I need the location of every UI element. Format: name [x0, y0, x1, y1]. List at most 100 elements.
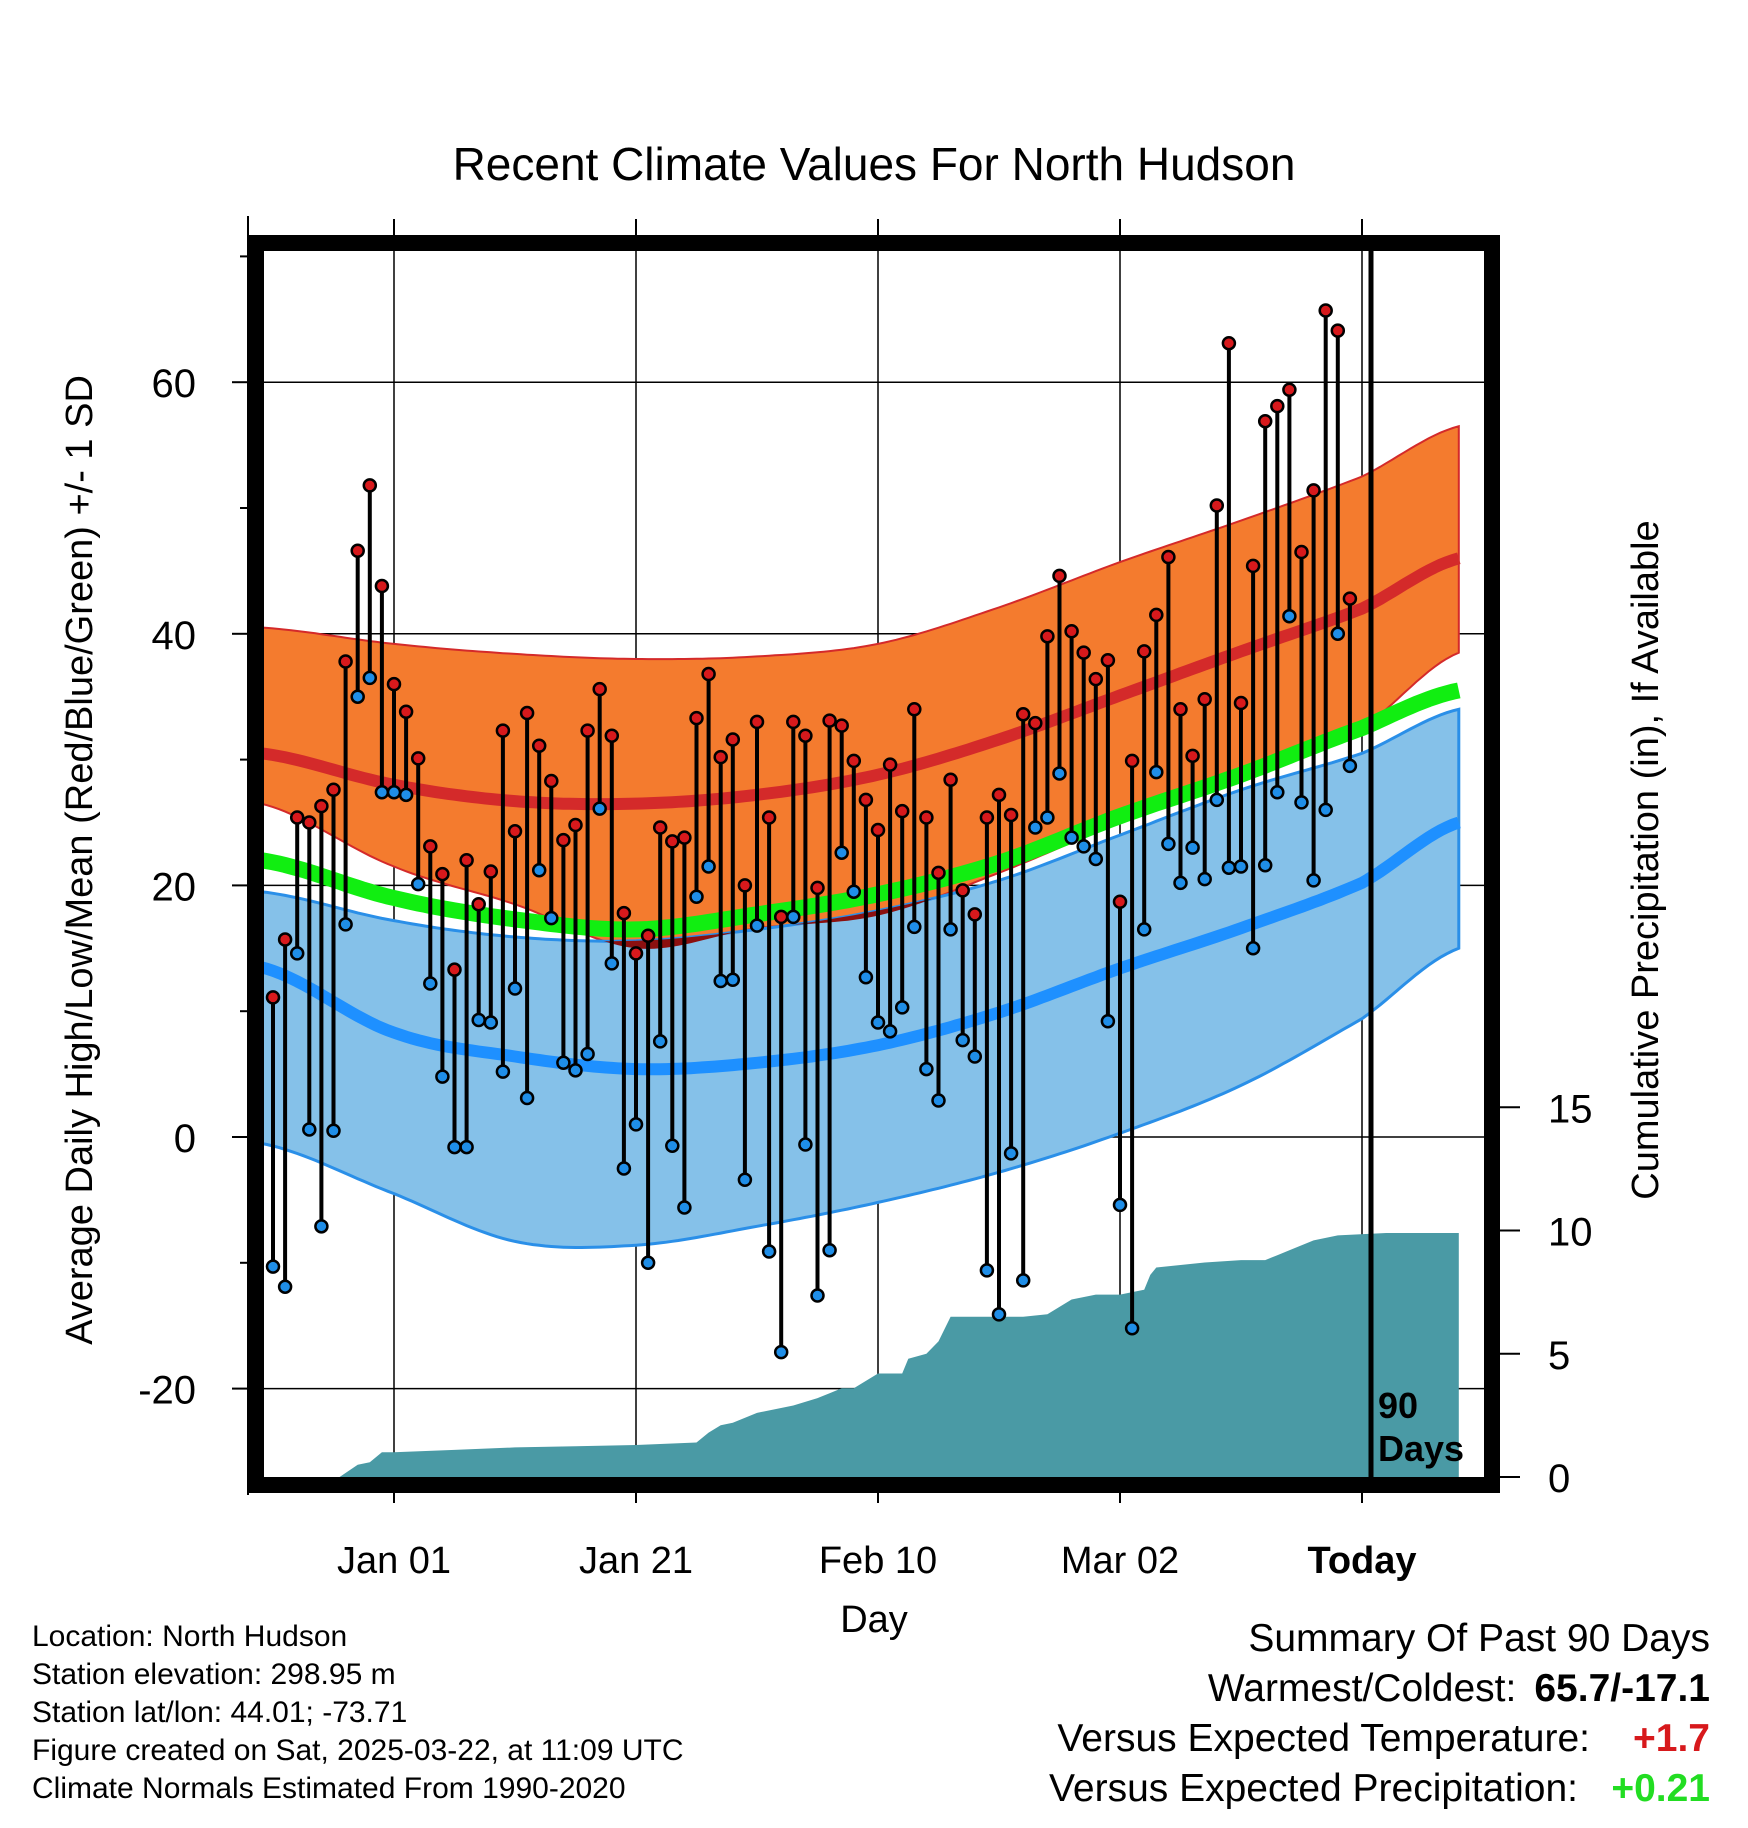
- station-info: Location: North Hudson Station elevation…: [32, 1618, 684, 1808]
- daily-high-point: [907, 702, 922, 717]
- daily-high-point: [519, 705, 535, 721]
- daily-low-point: [398, 787, 414, 803]
- daily-high-point: [483, 864, 499, 879]
- daily-low-point: [1294, 795, 1309, 810]
- daily-low-point: [628, 1117, 644, 1132]
- daily-high-point: [495, 723, 511, 738]
- daily-low-point: [1318, 802, 1333, 818]
- daily-low-point: [265, 1259, 281, 1274]
- station-elevation: Station elevation: 298.95 m: [32, 1658, 396, 1691]
- daily-low-point: [1136, 922, 1152, 937]
- daily-low-point: [749, 918, 765, 933]
- daily-high-point: [798, 728, 813, 743]
- daily-high-point: [991, 787, 1007, 803]
- daily-high-point: [1185, 748, 1200, 764]
- daily-high-point: [1294, 544, 1309, 560]
- daily-high-point: [326, 782, 341, 798]
- daily-low-point: [1052, 766, 1067, 781]
- y-axis-label: Average Daily High/Low/Mean (Red/Blue/Gr…: [59, 375, 101, 1345]
- daily-high-point: [302, 815, 317, 830]
- daily-high-point: [1100, 652, 1116, 668]
- daily-low-point: [1003, 1146, 1019, 1161]
- daily-high-point: [761, 810, 777, 825]
- temp-anomaly-label: Versus Expected Temperature:: [1057, 1717, 1590, 1760]
- daily-low-point: [1112, 1197, 1128, 1213]
- daily-high-point: [1245, 558, 1261, 574]
- daily-high-point: [967, 907, 983, 922]
- precip-area: [260, 1233, 1459, 1477]
- low-normal-line: [260, 816, 1461, 1076]
- daily-high-point: [689, 710, 704, 726]
- daily-high-point: [1161, 549, 1176, 565]
- daily-low-point: [350, 689, 365, 704]
- daily-high-point: [1257, 413, 1273, 429]
- daily-low-point: [1282, 608, 1297, 624]
- daily-low-point: [1028, 820, 1043, 835]
- daily-high-point: [931, 865, 946, 881]
- daily-low-point: [568, 1063, 583, 1078]
- y2-tick-label: 0: [1548, 1457, 1570, 1501]
- daily-low-point: [1185, 840, 1200, 855]
- daily-high-point: [556, 832, 571, 848]
- daily-low-point: [858, 969, 874, 985]
- daily-high-point: [471, 897, 486, 912]
- summary-title: Summary Of Past 90 Days: [1248, 1617, 1710, 1660]
- daily-high-point: [1149, 607, 1164, 623]
- daily-low-point: [991, 1307, 1007, 1322]
- daily-high-point: [943, 772, 958, 787]
- daily-low-point: [737, 1172, 753, 1188]
- daily-low-point: [1330, 626, 1346, 642]
- summary-panel: Summary Of Past 90 Days Warmest/Coldest:…: [1049, 1614, 1710, 1814]
- daily-high-point: [362, 478, 378, 493]
- x-tick-label: Today: [1307, 1540, 1416, 1582]
- daily-high-point: [314, 798, 329, 814]
- daily-low-point: [894, 1000, 910, 1015]
- daily-high-point: [1064, 624, 1079, 639]
- daily-high-point: [979, 810, 995, 825]
- daily-observations: [265, 303, 1358, 1360]
- y2-tick-label: 15: [1548, 1087, 1593, 1131]
- daily-low-point: [1015, 1273, 1031, 1288]
- daily-high-point: [289, 810, 305, 825]
- figure-created: Figure created on Sat, 2025-03-22, at 11…: [32, 1734, 684, 1767]
- daily-low-point: [882, 1024, 898, 1039]
- daily-low-point: [870, 1015, 886, 1030]
- daily-high-point: [350, 543, 365, 559]
- daily-high-point: [604, 728, 620, 743]
- daily-low-point: [1245, 941, 1261, 956]
- daily-low-point: [277, 1279, 293, 1294]
- daily-low-point: [519, 1090, 535, 1106]
- y-tick-label: 20: [152, 865, 197, 909]
- daily-low-point: [1342, 758, 1358, 774]
- daily-high-point: [713, 749, 728, 765]
- daily-high-point: [701, 666, 716, 682]
- daily-high-point: [423, 839, 438, 854]
- daily-high-point: [1015, 707, 1031, 722]
- daily-high-point: [665, 834, 680, 849]
- daily-high-point: [737, 878, 753, 893]
- x-tick-label: Jan 01: [337, 1540, 451, 1582]
- daily-low-point: [773, 1344, 789, 1360]
- station-latlon: Station lat/lon: 44.01; -73.71: [32, 1696, 408, 1729]
- precip-anomaly-value: +0.21: [1611, 1767, 1710, 1810]
- daily-low-point: [471, 1012, 486, 1028]
- plot-frame: [248, 235, 1500, 1493]
- daily-low-point: [1124, 1320, 1140, 1336]
- daily-low-point: [1270, 785, 1285, 800]
- daily-high-point: [725, 732, 741, 747]
- daily-low-point: [798, 1137, 813, 1152]
- daily-high-point: [544, 773, 559, 789]
- daily-high-point: [870, 822, 886, 838]
- daily-high-point: [531, 738, 547, 754]
- daily-high-point: [1136, 644, 1152, 659]
- y-tick-label: 40: [152, 614, 197, 658]
- daily-high-point: [858, 792, 874, 808]
- daily-low-point: [640, 1255, 656, 1271]
- y-tick-label: 0: [174, 1117, 196, 1161]
- daily-low-point: [326, 1123, 341, 1138]
- daily-low-point: [1076, 839, 1091, 854]
- daily-low-point: [435, 1069, 450, 1084]
- daily-high-point: [919, 810, 934, 825]
- daily-high-point: [628, 946, 644, 961]
